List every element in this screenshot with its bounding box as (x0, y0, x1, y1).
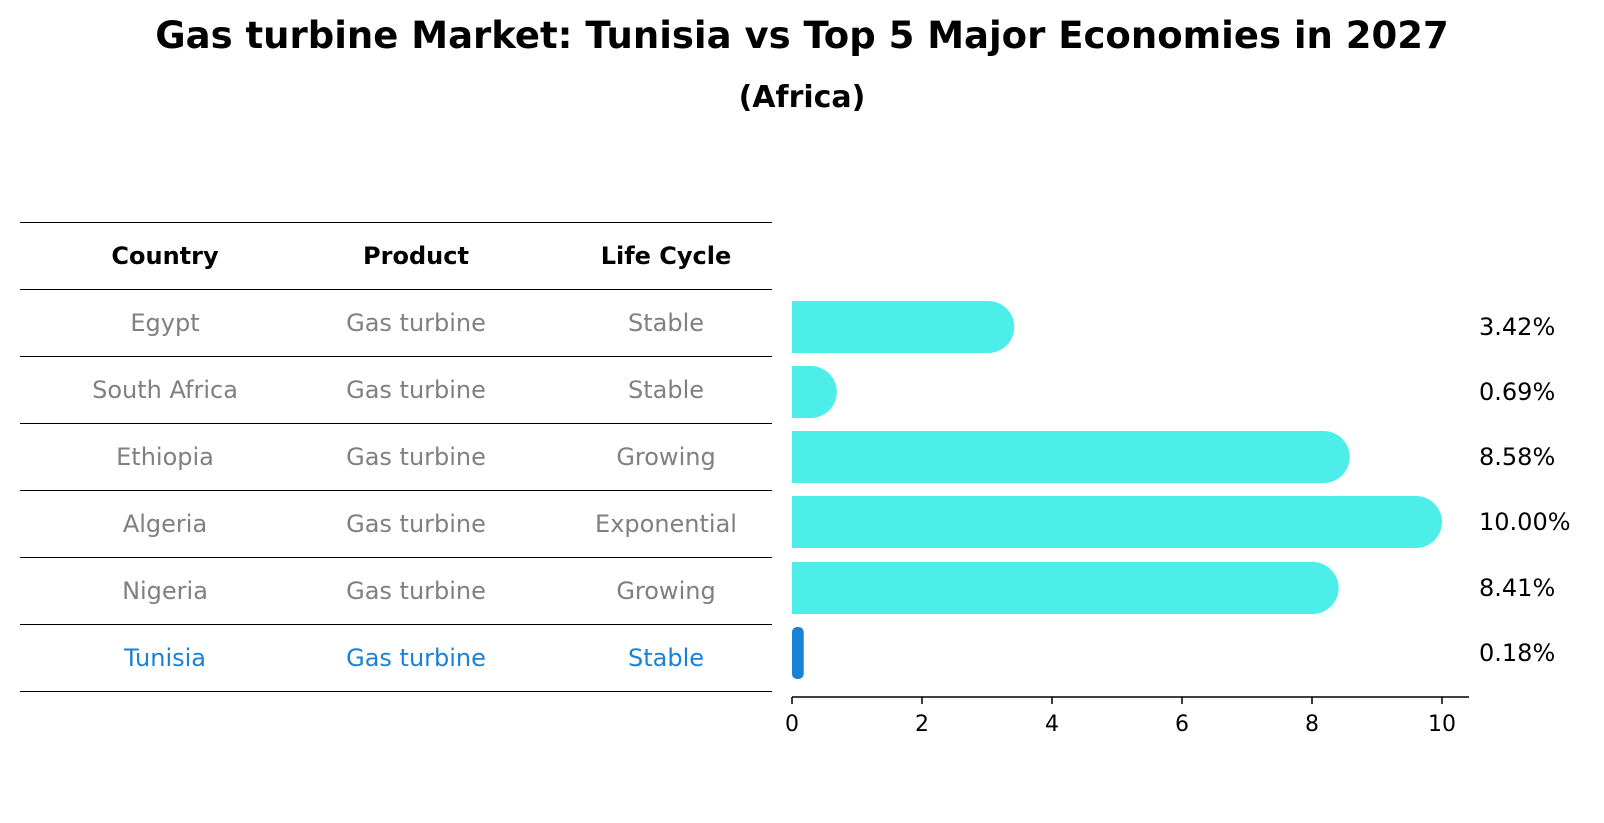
x-tick-label: 6 (1175, 712, 1189, 737)
cell-life-cycle: Stable (627, 309, 705, 337)
value-label: 10.00% (1479, 508, 1571, 536)
x-tick-label: 8 (1305, 712, 1319, 737)
data-table: Country Product Life Cycle Egypt Gas tur… (20, 222, 772, 692)
cell-life-cycle: Exponential (595, 510, 737, 538)
table-row: South Africa Gas turbine Stable (20, 356, 772, 423)
cell-country: Tunisia (124, 644, 206, 672)
table-row: Algeria Gas turbine Exponential (20, 490, 772, 557)
cell-life-cycle: Stable (627, 644, 705, 672)
bar (792, 366, 837, 418)
bar (792, 562, 1339, 614)
cell-product: Gas turbine (346, 309, 486, 337)
cell-country: Algeria (122, 510, 208, 538)
x-tick-label: 10 (1428, 712, 1456, 737)
value-label: 0.69% (1479, 378, 1555, 406)
header-life-cycle: Life Cycle (600, 242, 732, 270)
table-row: Nigeria Gas turbine Growing (20, 557, 772, 624)
cell-life-cycle: Stable (627, 376, 705, 404)
cell-country: Ethiopia (116, 443, 214, 471)
table-row: Ethiopia Gas turbine Growing (20, 423, 772, 490)
chart-subtitle: (Africa) (738, 80, 866, 115)
cell-product: Gas turbine (346, 443, 486, 471)
cell-life-cycle: Growing (616, 443, 716, 471)
bar (792, 301, 1015, 353)
value-label: 8.58% (1479, 443, 1555, 471)
bar (792, 431, 1350, 483)
x-tick-label: 2 (915, 712, 929, 737)
value-label: 3.42% (1479, 313, 1555, 341)
value-label: 0.18% (1479, 639, 1555, 667)
x-tick-label: 4 (1045, 712, 1059, 737)
header-product: Product (363, 242, 469, 270)
cell-life-cycle: Growing (616, 577, 716, 605)
cell-product: Gas turbine (346, 577, 486, 605)
cell-country: Nigeria (122, 577, 208, 605)
table-header-row: Country Product Life Cycle (20, 222, 772, 289)
cell-product: Gas turbine (346, 644, 486, 672)
cell-country: South Africa (92, 376, 238, 404)
bar-highlight (792, 627, 804, 679)
header-country: Country (111, 242, 219, 270)
value-label: 8.41% (1479, 574, 1555, 602)
bar (792, 496, 1442, 548)
cell-country: Egypt (130, 309, 200, 337)
cell-product: Gas turbine (346, 376, 486, 404)
x-tick-label: 0 (785, 712, 799, 737)
cell-product: Gas turbine (346, 510, 486, 538)
chart-title: Gas turbine Market: Tunisia vs Top 5 Maj… (155, 14, 1449, 57)
table-row: Egypt Gas turbine Stable (20, 289, 772, 356)
table-row-highlight: Tunisia Gas turbine Stable (20, 624, 772, 692)
